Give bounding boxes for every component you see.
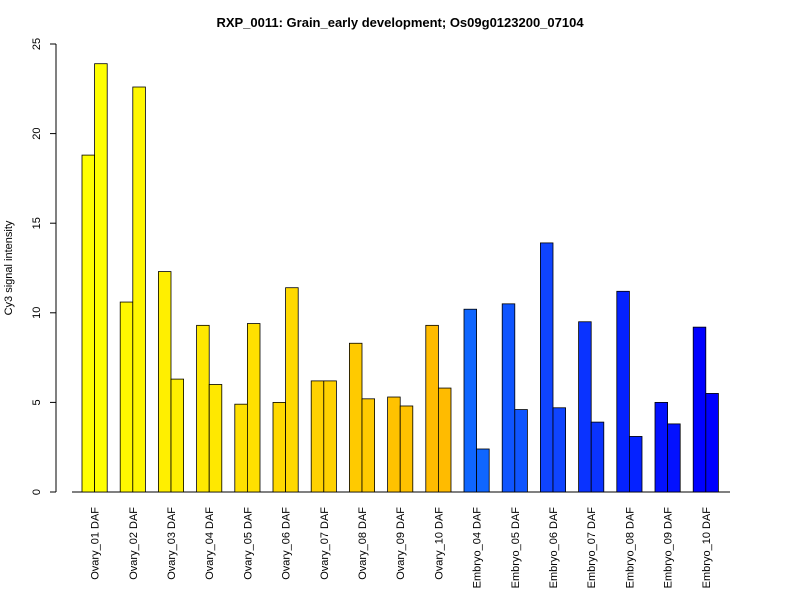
bar-11-2 (476, 448, 490, 493)
x-tick-label: Embryo_09 DAF (663, 507, 675, 589)
bar-15-1 (616, 290, 630, 493)
y-tick-label: 10 (31, 307, 43, 319)
y-axis-label: Cy3 signal intensity (3, 220, 15, 315)
bars (81, 63, 719, 493)
bar-8-1 (348, 342, 363, 493)
bar-11-1 (463, 308, 478, 493)
x-tick-label: Ovary_06 DAF (281, 507, 293, 580)
bar-2-1 (119, 301, 134, 493)
bar-4-1 (196, 324, 210, 493)
y-tick-label: 0 (31, 489, 43, 495)
bar-13-2 (552, 407, 567, 493)
bar-17-1 (692, 326, 707, 493)
bar-15-2 (629, 436, 643, 493)
bar-3-1 (157, 271, 172, 493)
bar-6-2 (285, 287, 299, 493)
bar-4-2 (208, 384, 223, 493)
x-tick-label: Ovary_05 DAF (242, 507, 254, 580)
bar-12-2 (514, 409, 528, 493)
x-tick-label: Ovary_03 DAF (166, 507, 178, 580)
bar-1-1 (81, 154, 96, 493)
x-tick-label: Embryo_05 DAF (510, 507, 522, 589)
x-tick-label: Ovary_08 DAF (357, 507, 369, 580)
x-tick-label: Ovary_07 DAF (319, 507, 331, 580)
x-tick-label: Embryo_06 DAF (548, 507, 560, 589)
bar-9-1 (387, 396, 401, 493)
x-tick-label: Ovary_01 DAF (90, 507, 102, 580)
x-tick-label: Ovary_02 DAF (128, 507, 140, 580)
x-tick-label: Embryo_04 DAF (472, 507, 484, 589)
bar-16-2 (667, 423, 681, 493)
x-tick-label: Embryo_10 DAF (701, 507, 713, 589)
bar-9-2 (399, 405, 414, 493)
bar-12-1 (501, 303, 516, 493)
y-tick-label: 5 (31, 399, 43, 405)
bar-14-1 (578, 321, 592, 493)
bar-13-1 (540, 242, 554, 493)
bar-7-1 (310, 380, 325, 493)
x-tick-label: Ovary_10 DAF (433, 507, 445, 580)
x-tick-label: Embryo_08 DAF (624, 507, 636, 589)
x-tick-label: Ovary_09 DAF (395, 507, 407, 580)
bar-5-2 (246, 323, 261, 493)
x-tick-label: Ovary_04 DAF (204, 507, 216, 580)
bar-2-2 (132, 86, 146, 493)
bar-5-1 (234, 403, 248, 493)
y-tick-label: 25 (31, 38, 43, 50)
bar-16-1 (654, 401, 669, 493)
bar-14-2 (590, 421, 605, 493)
y-tick-label: 20 (31, 127, 43, 139)
x-tick-label: Embryo_07 DAF (586, 507, 598, 589)
bar-3-2 (170, 378, 185, 493)
y-ticks: 0 5 10 15 20 25 (31, 38, 56, 495)
bar-1-2 (94, 63, 108, 493)
bar-8-2 (361, 398, 376, 493)
chart-title: RXP_0011: Grain_early development; Os09g… (216, 15, 584, 30)
bar-10-2 (437, 387, 452, 493)
y-tick-label: 15 (31, 217, 43, 229)
bar-17-2 (705, 393, 719, 493)
bar-10-1 (425, 324, 439, 493)
bar-7-2 (323, 380, 337, 493)
x-ticks: Ovary_01 DAF Ovary_02 DAF Ovary_03 DAF Ovar… (90, 507, 713, 589)
bar-6-1 (272, 401, 287, 493)
